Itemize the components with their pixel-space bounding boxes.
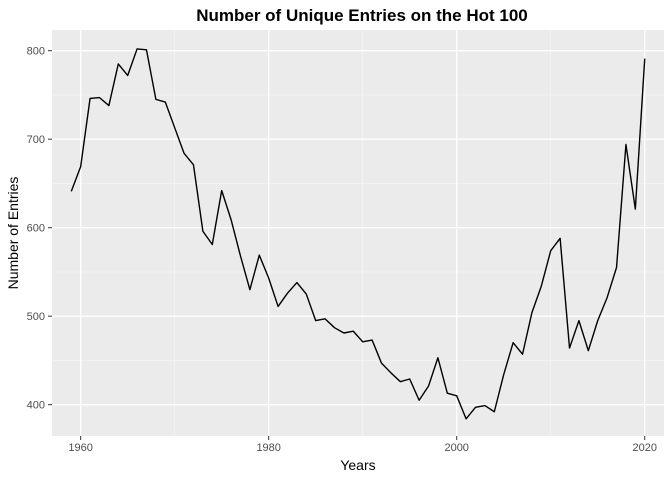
- major-gridlines: [52, 30, 664, 436]
- y-axis-label: Number of Entries: [5, 177, 21, 290]
- plot-panel: [52, 30, 664, 436]
- x-tick-label: 1960: [68, 442, 92, 454]
- y-axis-ticks: 400 500 600 700 800: [27, 46, 52, 412]
- series-line: [70, 48, 646, 420]
- y-tick-label: 400: [27, 400, 45, 412]
- x-tick-label: 2000: [444, 442, 468, 454]
- y-tick-label: 500: [27, 311, 45, 323]
- y-tick-label: 600: [27, 223, 45, 235]
- chart-title: Number of Unique Entries on the Hot 100: [196, 6, 528, 25]
- y-tick-label: 800: [27, 46, 45, 58]
- x-tick-label: 1980: [256, 442, 280, 454]
- x-axis-label: Years: [340, 457, 375, 473]
- x-tick-label: 2020: [632, 442, 656, 454]
- y-tick-label: 700: [27, 134, 45, 146]
- minor-gridlines: [52, 30, 664, 436]
- x-axis-ticks: 1960 1980 2000 2020: [68, 436, 657, 454]
